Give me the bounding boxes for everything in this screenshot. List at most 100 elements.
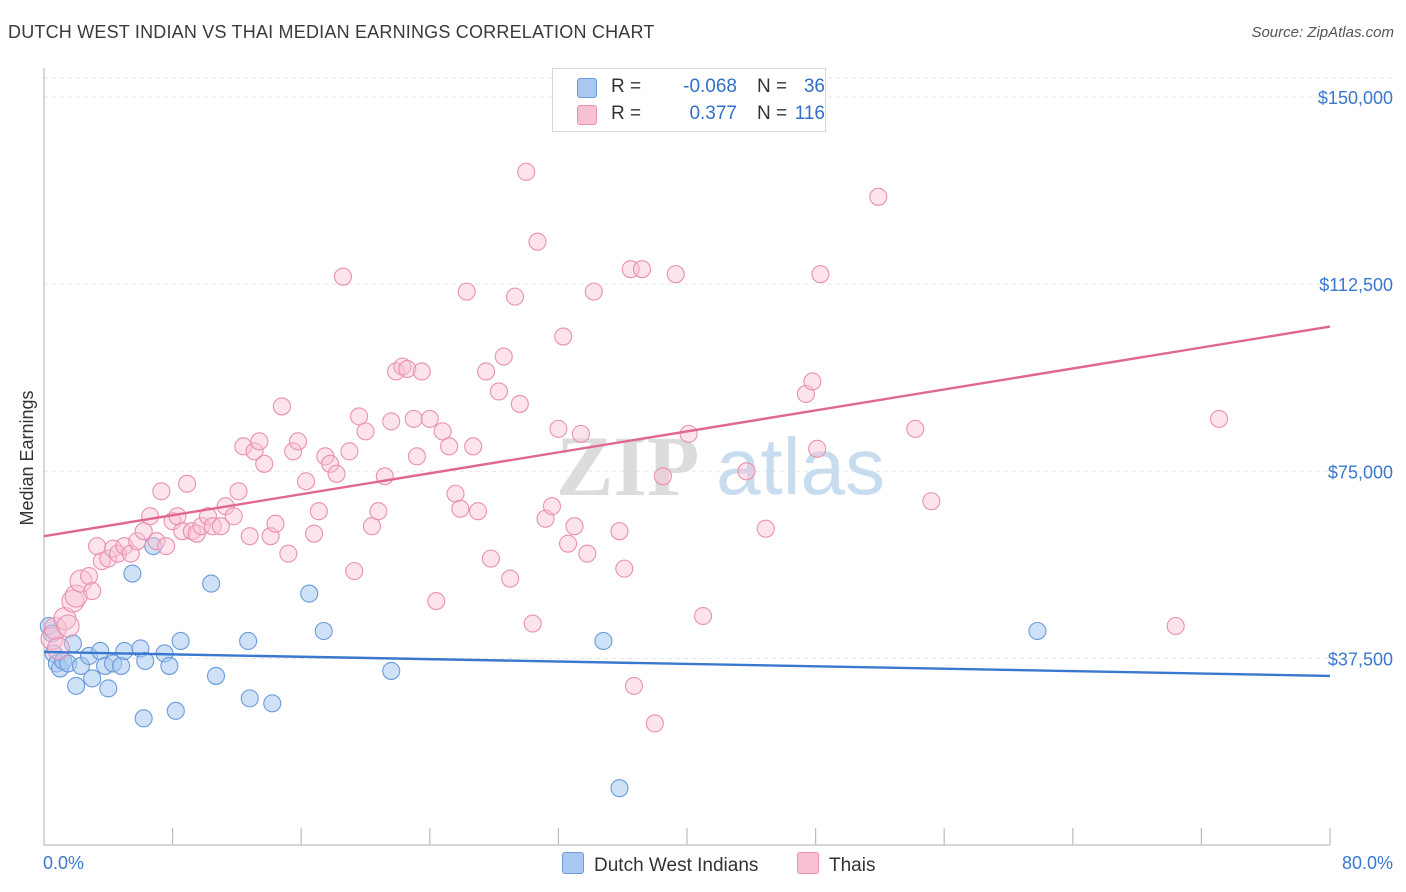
point-thais bbox=[571, 424, 590, 443]
point-thais bbox=[404, 409, 423, 428]
point-thais bbox=[234, 437, 253, 456]
point-thais bbox=[134, 522, 153, 541]
point-thais bbox=[340, 442, 359, 461]
point-thais bbox=[211, 517, 230, 536]
point-thais bbox=[494, 347, 513, 366]
point-thais bbox=[296, 472, 316, 491]
point-thais bbox=[420, 409, 439, 428]
point-thais bbox=[309, 502, 328, 521]
point-dutch-west-indians bbox=[160, 656, 179, 675]
point-thais bbox=[610, 522, 629, 541]
point-thais bbox=[666, 265, 685, 284]
point-thais bbox=[679, 424, 698, 443]
point-dutch-west-indians bbox=[239, 631, 258, 651]
point-thais bbox=[1210, 409, 1229, 428]
point-thais bbox=[542, 497, 562, 516]
point-thais bbox=[584, 282, 603, 301]
legend-item-thais[interactable]: Thais bbox=[797, 852, 875, 876]
point-thais bbox=[645, 714, 664, 733]
point-thais bbox=[906, 419, 925, 438]
legend-swatch-pink bbox=[797, 852, 819, 874]
point-thais bbox=[457, 282, 476, 301]
point-thais bbox=[83, 582, 102, 601]
point-thais bbox=[141, 507, 160, 526]
point-thais bbox=[350, 407, 369, 426]
point-thais bbox=[362, 517, 381, 536]
point-thais bbox=[653, 467, 672, 486]
r-label: R = bbox=[611, 103, 642, 124]
point-thais bbox=[104, 539, 123, 558]
point-thais bbox=[245, 442, 264, 461]
point-dutch-west-indians bbox=[166, 701, 185, 720]
point-dutch-west-indians bbox=[314, 621, 333, 641]
point-thais bbox=[240, 527, 259, 546]
point-thais bbox=[510, 394, 529, 413]
point-thais bbox=[578, 544, 597, 563]
point-thais bbox=[501, 569, 520, 588]
point-dutch-west-indians bbox=[91, 641, 110, 661]
point-thais bbox=[1166, 616, 1185, 636]
point-dutch-west-indians bbox=[83, 669, 102, 688]
point-dutch-west-indians bbox=[240, 689, 259, 708]
trend-line-dutch-west-indians bbox=[43, 650, 1331, 678]
point-dutch-west-indians bbox=[171, 631, 190, 651]
point-thais bbox=[345, 562, 364, 581]
point-thais bbox=[922, 492, 941, 511]
y-axis-label: Median Earnings bbox=[17, 390, 37, 525]
point-thais bbox=[549, 419, 568, 438]
point-thais bbox=[565, 517, 584, 536]
point-thais bbox=[489, 382, 508, 401]
point-thais bbox=[152, 482, 171, 501]
point-dutch-west-indians bbox=[115, 641, 134, 661]
point-thais bbox=[157, 537, 176, 556]
point-thais bbox=[64, 584, 88, 608]
point-thais bbox=[284, 442, 303, 461]
point-thais bbox=[803, 372, 822, 391]
n-label: N = bbox=[757, 103, 788, 124]
point-thais bbox=[869, 187, 888, 206]
point-thais bbox=[128, 532, 147, 551]
legend-swatch-pink bbox=[577, 105, 597, 125]
point-dutch-west-indians bbox=[263, 694, 282, 713]
point-thais bbox=[412, 362, 431, 381]
point-thais bbox=[198, 507, 218, 526]
legend-item-dutch-west-indians[interactable]: Dutch West Indians bbox=[562, 852, 758, 876]
x-tick-label-min: 0.0% bbox=[43, 853, 84, 873]
point-thais bbox=[464, 437, 483, 456]
y-tick-label: $150,000 bbox=[1318, 88, 1393, 108]
point-thais bbox=[694, 606, 713, 626]
point-thais bbox=[56, 614, 80, 638]
watermark: ZIP atlas bbox=[556, 418, 885, 514]
y-tick-label: $75,000 bbox=[1328, 462, 1393, 482]
point-thais bbox=[99, 549, 118, 568]
point-thais bbox=[427, 592, 446, 611]
point-thais bbox=[255, 454, 274, 473]
point-thais bbox=[272, 397, 291, 416]
point-dutch-west-indians bbox=[136, 651, 155, 670]
x-tick-label-max: 80.0% bbox=[1342, 853, 1393, 873]
point-thais bbox=[451, 499, 470, 518]
point-thais bbox=[558, 534, 578, 553]
r-value: 0.377 bbox=[689, 103, 737, 124]
point-thais bbox=[182, 522, 201, 541]
y-tick-label: $37,500 bbox=[1328, 649, 1393, 669]
point-thais bbox=[398, 359, 417, 379]
point-dutch-west-indians bbox=[67, 676, 86, 695]
point-thais bbox=[108, 544, 127, 563]
point-thais bbox=[756, 519, 775, 538]
point-thais bbox=[468, 502, 488, 521]
point-thais bbox=[327, 464, 346, 483]
point-thais bbox=[369, 502, 388, 521]
legend-swatch-blue bbox=[562, 852, 584, 874]
point-thais bbox=[505, 287, 525, 306]
point-thais bbox=[440, 437, 459, 456]
point-thais bbox=[477, 362, 496, 381]
gridlines bbox=[44, 77, 1395, 659]
point-thais bbox=[79, 567, 99, 586]
chart-title: DUTCH WEST INDIAN VS THAI MEDIAN EARNING… bbox=[8, 22, 655, 42]
legend-label: Thais bbox=[829, 855, 876, 876]
point-thais bbox=[279, 544, 298, 563]
point-dutch-west-indians bbox=[382, 661, 401, 680]
point-dutch-west-indians bbox=[594, 631, 613, 651]
r-label: R = bbox=[611, 76, 642, 97]
